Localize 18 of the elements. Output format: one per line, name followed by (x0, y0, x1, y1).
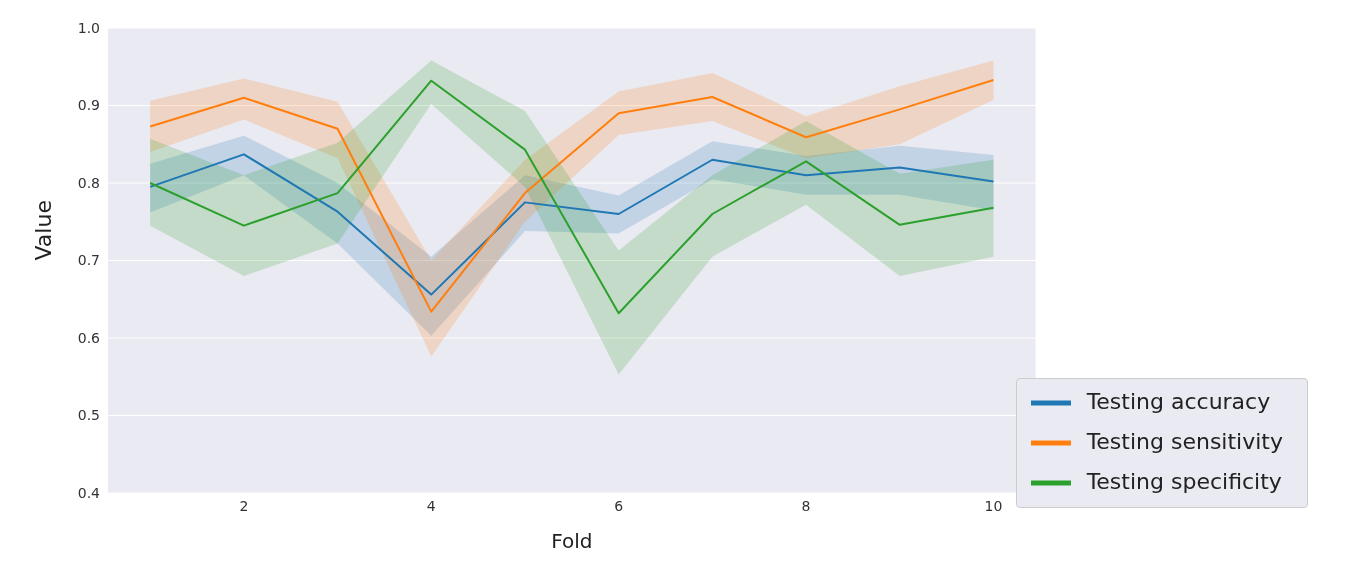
x-tick-label: 4 (426, 497, 436, 514)
y-tick-label: 0.6 (77, 329, 101, 346)
legend-label: Testing sensitivity (1086, 429, 1283, 454)
x-tick-label: 2 (239, 497, 249, 514)
y-tick-label: 0.9 (77, 97, 100, 114)
x-axis-title: Fold (551, 529, 593, 553)
y-tick-label: 0.7 (77, 252, 100, 269)
line-series (149, 153, 995, 296)
y-tick-label: 1.0 (77, 19, 100, 36)
y-axis-title: Value (30, 200, 56, 261)
x-tick-label: 8 (801, 497, 811, 514)
y-tick-label: 0.4 (77, 484, 101, 501)
y-tick-label: 0.8 (77, 174, 100, 191)
x-tick-label: 6 (614, 497, 624, 514)
legend-label: Testing accuracy (1086, 389, 1271, 414)
y-tick-label: 0.5 (77, 407, 100, 424)
x-tick-label: 10 (984, 497, 1003, 514)
legend-label: Testing specificity (1086, 469, 1282, 494)
